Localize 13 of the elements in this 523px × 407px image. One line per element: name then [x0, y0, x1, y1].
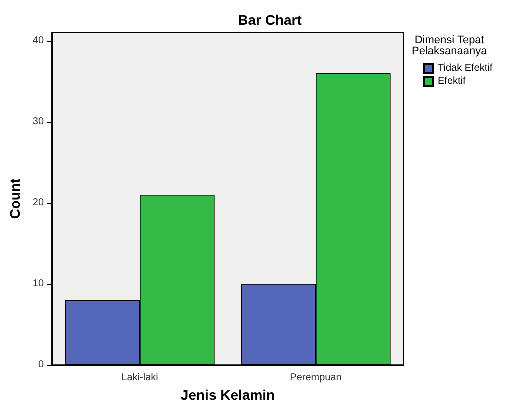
y-tick-label: 40 [32, 36, 44, 47]
legend-label: Tidak Efektif [438, 63, 493, 74]
y-tick-label: 10 [32, 278, 44, 290]
y-tick-label: 0 [38, 360, 44, 371]
legend-label: Efektif [438, 76, 466, 87]
y-tick-label: 30 [32, 116, 44, 128]
legend-title: Dimensi Tepat Pelaksanaanya [412, 34, 488, 58]
x-tick-label: Perempuan [290, 372, 342, 384]
x-axis-title: Jenis Kelamin [180, 387, 276, 403]
x-tick-label: Laki-laki [122, 372, 158, 384]
y-axis-title: Count [7, 178, 23, 220]
y-tick-label: 20 [32, 198, 44, 209]
chart-title: Bar Chart [238, 12, 302, 28]
